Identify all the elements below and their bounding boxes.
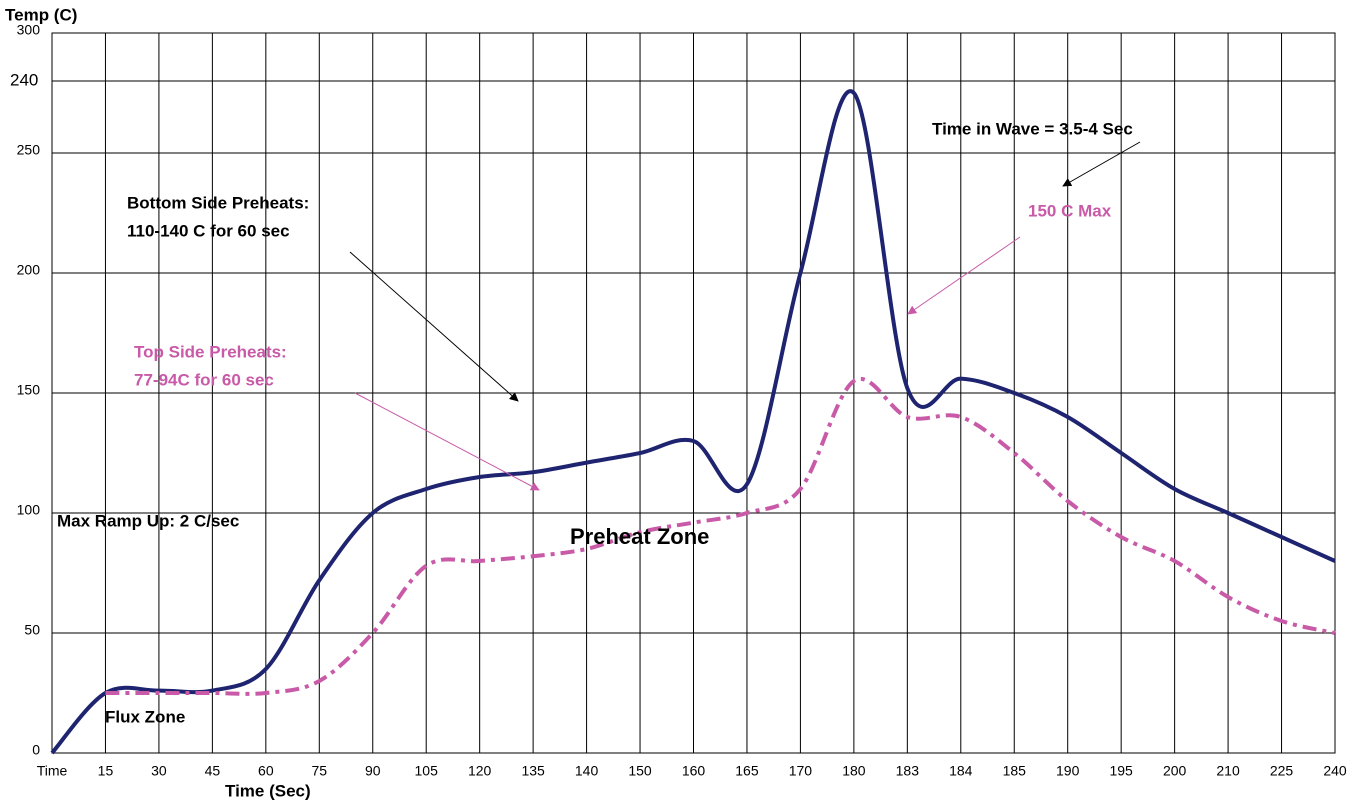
x-tick-label: 200: [1163, 763, 1187, 779]
arrow: [349, 251, 519, 402]
y-axis-label: Temp (C): [5, 5, 77, 24]
x-tick-label: 240: [1323, 763, 1347, 779]
annotation: Bottom Side Preheats:: [127, 193, 309, 212]
x-tick-label: Time: [37, 763, 68, 779]
x-tick-label: 185: [1003, 763, 1027, 779]
x-tick-label: 135: [521, 763, 545, 779]
x-tick-label: 120: [468, 763, 492, 779]
y-tick-label: 50: [24, 622, 40, 638]
x-tick-label: 184: [949, 763, 973, 779]
x-tick-label: 150: [628, 763, 652, 779]
x-tick-label: 90: [365, 763, 381, 779]
annotation: 110-140 C for 60 sec: [127, 221, 290, 240]
x-tick-label: 180: [842, 763, 866, 779]
annotation: Preheat Zone: [570, 524, 709, 549]
x-tick-label: 105: [415, 763, 439, 779]
x-tick-label: 140: [575, 763, 599, 779]
x-tick-label: 195: [1109, 763, 1133, 779]
series-line: [50, 89, 1336, 755]
annotation: Flux Zone: [105, 707, 185, 726]
x-tick-label: 225: [1270, 763, 1294, 779]
x-tick-label: 15: [98, 763, 114, 779]
y-tick-label: 250: [17, 142, 41, 158]
y-tick-label: 150: [17, 382, 41, 398]
x-tick-label: 165: [735, 763, 759, 779]
x-tick-label: 160: [682, 763, 706, 779]
x-tick-label: 210: [1216, 763, 1240, 779]
x-tick-label: 170: [789, 763, 813, 779]
x-tick-label: 183: [896, 763, 920, 779]
plot-frame: [51, 32, 1336, 754]
series-line: [105, 376, 1336, 696]
annotation: Max Ramp Up: 2 C/sec: [57, 511, 239, 530]
annotation: Top Side Preheats:: [134, 342, 287, 361]
y-tick-label: 300: [17, 22, 41, 38]
y-tick-label: 200: [17, 262, 41, 278]
y-tick-label: 100: [17, 502, 41, 518]
arrow: [907, 236, 1021, 315]
arrow: [354, 392, 540, 491]
annotation: 150 C Max: [1028, 201, 1112, 220]
x-tick-label: 75: [312, 763, 328, 779]
x-tick-label: 190: [1056, 763, 1080, 779]
x-axis-label: Time (Sec): [225, 781, 311, 800]
x-tick-label: 30: [151, 763, 167, 779]
annotation: 77-94C for 60 sec: [134, 370, 274, 389]
x-tick-label: 45: [205, 763, 221, 779]
y-tick-label: 0: [32, 742, 40, 758]
arrow: [1062, 141, 1141, 187]
y-tick-label: 240: [10, 70, 38, 89]
annotation: Time in Wave = 3.5-4 Sec: [932, 119, 1133, 138]
x-tick-label: 60: [258, 763, 274, 779]
